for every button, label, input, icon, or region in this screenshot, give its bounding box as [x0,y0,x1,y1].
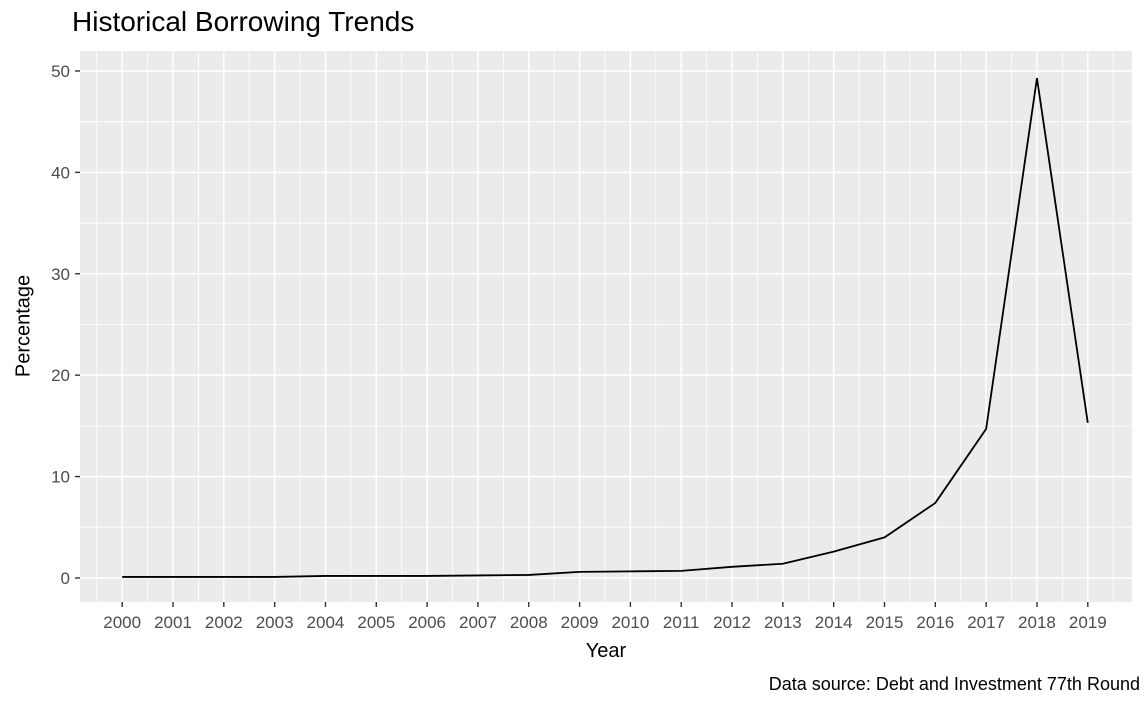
y-axis-title: Percentage [12,274,35,378]
chart-title: Historical Borrowing Trends [72,6,415,37]
x-tick-label: 2006 [408,613,446,632]
x-tick-label: 2019 [1069,613,1107,632]
y-tick-label: 10 [51,468,70,487]
x-tick-label: 2013 [764,613,802,632]
x-tick-label: 2011 [663,613,700,632]
x-tick-label: 2004 [307,613,345,632]
panel-background [80,51,1132,602]
x-tick-label: 2012 [713,613,751,632]
x-tick-label: 2010 [611,613,649,632]
x-tick-label: 2008 [510,613,548,632]
x-tick-label: 2000 [103,613,141,632]
x-tick-label: 2007 [459,613,497,632]
x-tick-label: 2001 [154,613,192,632]
x-tick-label: 2005 [357,613,395,632]
x-tick-label: 2016 [916,613,954,632]
x-tick-label: 2017 [967,613,1005,632]
y-tick-label: 40 [51,163,70,182]
y-tick-label: 30 [51,265,70,284]
x-tick-label: 2009 [561,613,599,632]
data-line-percentage [122,77,1089,578]
y-tick-label: 20 [51,366,70,385]
x-tick-label: 2014 [815,613,853,632]
x-tick-label: 2002 [205,613,243,632]
x-axis-title: Year [585,640,627,662]
x-tick-label: 2003 [256,613,294,632]
x-tick-label: 2015 [866,613,904,632]
caption: Data source: Debt and Investment 77th Ro… [768,674,1140,694]
y-tick-label: 0 [61,569,70,588]
x-tick-label: 2018 [1018,613,1056,632]
y-tick-label: 50 [51,62,70,81]
